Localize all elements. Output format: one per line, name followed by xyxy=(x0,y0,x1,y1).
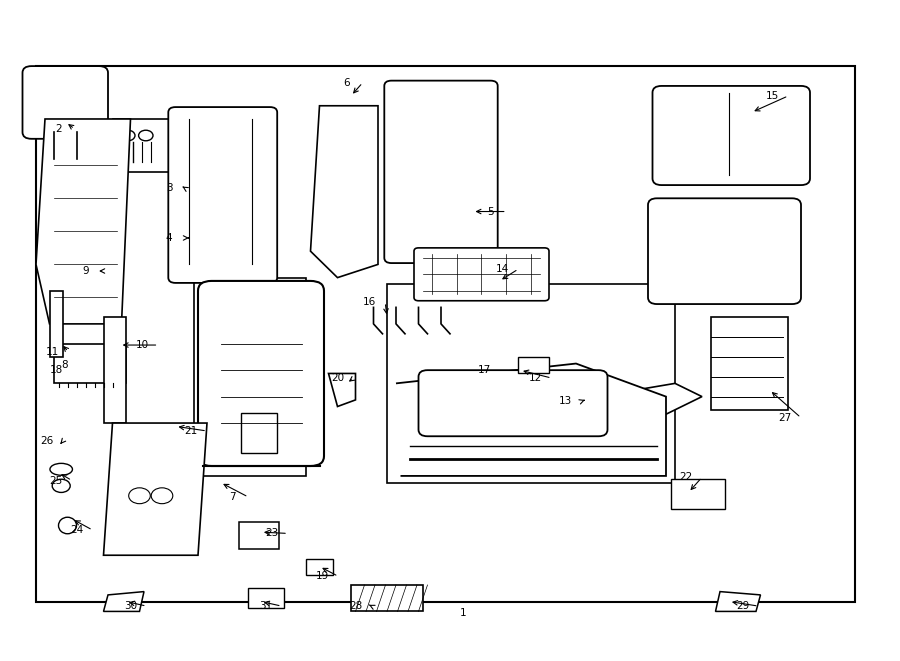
FancyBboxPatch shape xyxy=(652,86,810,185)
Text: 12: 12 xyxy=(529,373,542,383)
Text: 7: 7 xyxy=(229,492,236,502)
FancyBboxPatch shape xyxy=(384,81,498,263)
Polygon shape xyxy=(310,106,378,278)
Text: 4: 4 xyxy=(166,233,173,243)
FancyBboxPatch shape xyxy=(648,198,801,304)
Text: 26: 26 xyxy=(40,436,53,446)
Bar xyxy=(50,291,63,357)
Polygon shape xyxy=(716,592,760,611)
Text: 20: 20 xyxy=(331,373,344,383)
Text: 30: 30 xyxy=(124,601,137,611)
Text: 14: 14 xyxy=(496,264,508,274)
Text: 27: 27 xyxy=(778,412,791,423)
Text: 10: 10 xyxy=(136,340,149,350)
Polygon shape xyxy=(36,119,130,324)
Polygon shape xyxy=(558,383,702,423)
Text: 23: 23 xyxy=(266,528,278,539)
Polygon shape xyxy=(396,364,666,476)
Bar xyxy=(238,522,279,549)
Bar xyxy=(112,119,171,172)
FancyBboxPatch shape xyxy=(414,248,549,301)
Text: 22: 22 xyxy=(680,472,692,483)
Text: 1: 1 xyxy=(460,607,467,618)
Circle shape xyxy=(139,130,153,141)
Bar xyxy=(241,413,277,453)
Text: 28: 28 xyxy=(349,601,362,611)
Bar xyxy=(306,559,333,575)
FancyBboxPatch shape xyxy=(22,66,108,139)
Text: 13: 13 xyxy=(559,396,572,407)
Text: 6: 6 xyxy=(343,77,350,88)
FancyBboxPatch shape xyxy=(418,370,608,436)
Bar xyxy=(351,585,423,611)
Text: 5: 5 xyxy=(487,206,494,217)
Bar xyxy=(518,357,549,373)
Text: 19: 19 xyxy=(316,571,328,582)
FancyBboxPatch shape xyxy=(168,107,277,283)
Text: 8: 8 xyxy=(61,360,68,370)
Circle shape xyxy=(129,488,150,504)
Bar xyxy=(104,317,126,423)
Bar xyxy=(36,66,855,602)
Polygon shape xyxy=(104,423,207,555)
Text: 11: 11 xyxy=(46,346,58,357)
Text: 16: 16 xyxy=(363,297,375,307)
Circle shape xyxy=(121,130,135,141)
Bar xyxy=(248,588,284,608)
Polygon shape xyxy=(328,373,356,407)
Circle shape xyxy=(151,488,173,504)
Text: 2: 2 xyxy=(55,124,62,134)
Text: 18: 18 xyxy=(50,365,63,375)
Text: 24: 24 xyxy=(70,525,83,535)
Text: 25: 25 xyxy=(50,475,62,486)
Text: 21: 21 xyxy=(184,426,197,436)
Bar xyxy=(670,479,724,509)
Ellipse shape xyxy=(58,517,76,534)
Text: 9: 9 xyxy=(82,266,89,276)
FancyBboxPatch shape xyxy=(198,281,324,466)
Text: 15: 15 xyxy=(766,91,778,101)
Text: 29: 29 xyxy=(736,601,749,611)
Bar xyxy=(54,344,126,383)
Text: 17: 17 xyxy=(478,365,491,375)
Text: 31: 31 xyxy=(259,601,272,611)
Bar xyxy=(387,284,675,483)
Ellipse shape xyxy=(50,463,72,475)
Bar xyxy=(711,317,788,410)
Polygon shape xyxy=(104,592,144,611)
Circle shape xyxy=(52,479,70,492)
Text: 3: 3 xyxy=(166,183,173,194)
Bar xyxy=(194,278,306,476)
